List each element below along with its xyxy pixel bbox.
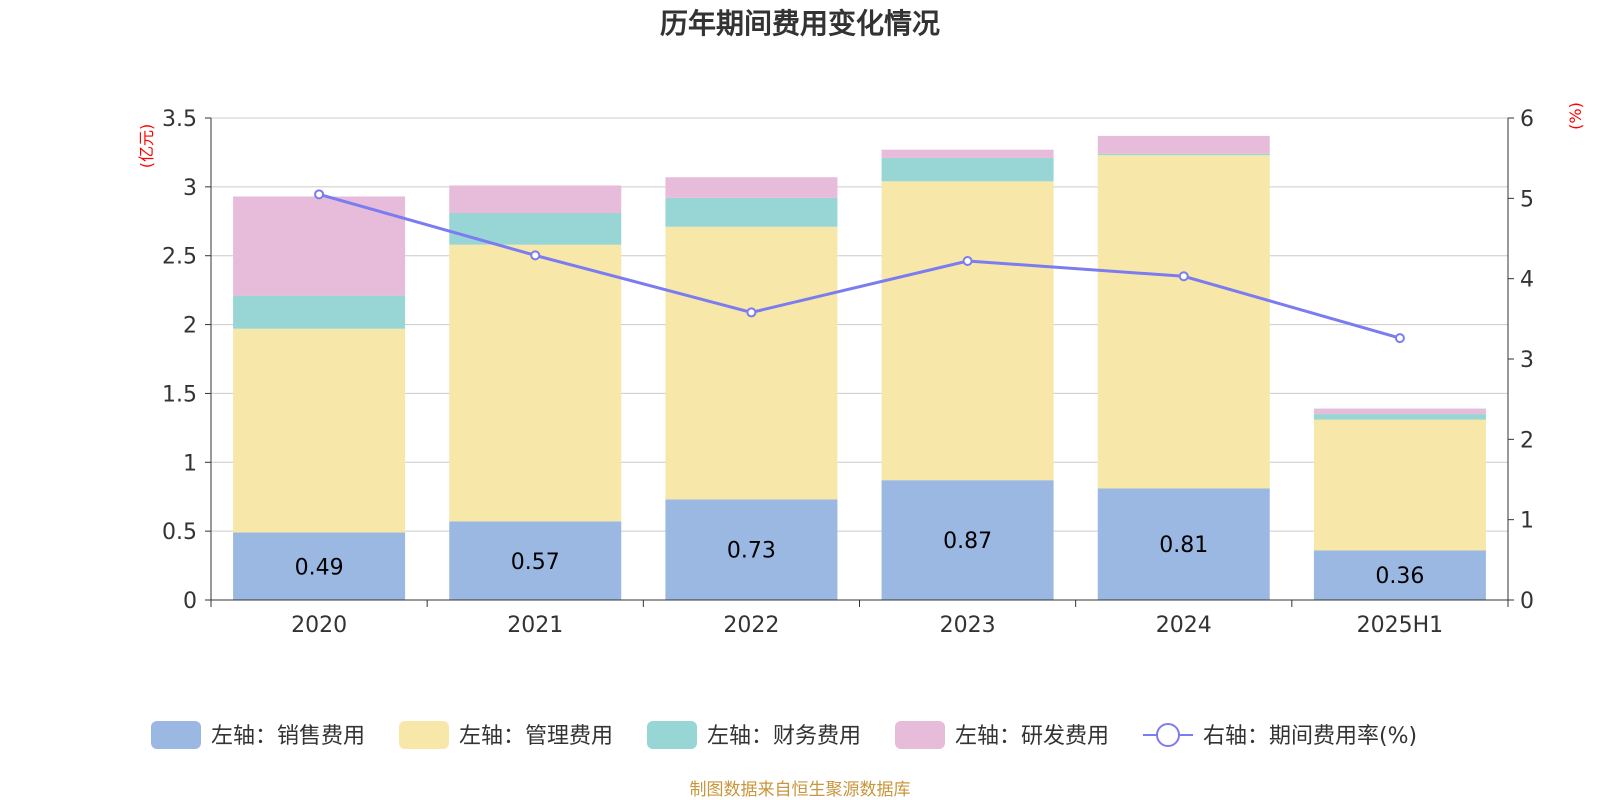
right-axis-tick-label: 5 [1520,187,1534,212]
bar-segment [449,213,622,245]
rate-point [530,250,541,261]
bar-segment [881,157,1054,182]
data-labels: 0.49 0.57 0.73 0.87 0.81 0.36 [295,529,1425,589]
bar-segment [1097,135,1270,154]
right-axis-tick-label: 0 [1520,589,1534,614]
left-axis-unit: (亿元) [137,124,156,169]
left-axis-tick-label: 3 [183,176,197,201]
x-axis-tick-label: 2022 [723,613,779,638]
legend-swatch [895,721,945,749]
bar-segment [233,295,406,329]
x-axis-tick-label: 2020 [291,613,347,638]
bar-segment [665,226,838,500]
rate-point [962,255,973,266]
x-axis-tick-label: 2021 [507,613,563,638]
bar-segment [1097,488,1270,600]
bar-segment [1097,153,1270,156]
legend-label: 左轴：财务费用 [707,724,861,749]
bar-segment [881,149,1054,158]
data-label: 0.57 [511,550,560,575]
left-axis-tick-label: 1 [183,451,197,476]
rate-line [314,189,1405,344]
bar-segment [665,499,838,600]
bar-segment [1313,550,1486,600]
gridlines [211,117,1508,532]
chart-title: 历年期间费用变化情况 [660,7,940,40]
data-label: 0.49 [295,555,344,580]
legend-swatch [151,721,201,749]
legend-label: 右轴：期间费用率(%) [1203,724,1417,749]
bar-segment [233,532,406,600]
right-axis-tick-label: 3 [1520,348,1534,373]
bar-segment [1313,414,1486,420]
bar-segment [1097,155,1270,489]
x-axis-tick-label: 2023 [940,613,996,638]
legend-swatch [647,721,697,749]
source-note: 制图数据来自恒生聚源数据库 [690,780,911,800]
left-axis-tick-label: 0.5 [162,520,197,545]
rate-point [1394,333,1405,344]
bar-segment [233,196,406,296]
bar-segment [449,521,622,600]
x-axis-tick-label: 2024 [1156,613,1212,638]
bars [233,135,1486,600]
right-axis-tick-label: 4 [1520,268,1534,293]
legend-label: 左轴：研发费用 [955,724,1109,749]
bar-segment [449,185,622,214]
left-axis-tick-label: 2.5 [162,245,197,270]
rate-point [314,189,325,200]
legend-swatch [399,721,449,749]
bar-segment [665,177,838,198]
rate-point [1178,271,1189,282]
bar-segment [881,181,1054,481]
legend-label: 左轴：销售费用 [211,724,365,749]
bar-segment [449,244,622,522]
bar-segment [881,480,1054,600]
legend-marker [1156,723,1180,747]
rate-line-path [318,192,1401,340]
data-label: 0.87 [943,529,992,554]
right-axis-tick-label: 1 [1520,509,1534,534]
left-axis-tick-label: 3.5 [162,107,197,132]
right-axis-tick-label: 6 [1520,107,1534,132]
left-axis-tick-label: 2 [183,314,197,339]
bar-segment [665,197,838,227]
data-label: 0.36 [1375,564,1424,589]
legend: 左轴：销售费用 左轴：管理费用 左轴：财务费用 左轴：研发费用 右轴：期间费用率(%) [151,721,1417,749]
rate-point [746,307,757,318]
data-label: 0.73 [727,539,776,564]
right-axis-unit: (%) [1566,102,1585,130]
x-axis-tick-label: 2025H1 [1357,613,1444,638]
bar-segment [1313,419,1486,551]
right-axis-tick-label: 2 [1520,428,1534,453]
data-label: 0.81 [1159,533,1208,558]
bar-segment [233,328,406,533]
left-axis-tick-label: 1.5 [162,382,197,407]
legend-label: 左轴：管理费用 [459,724,613,749]
left-axis-tick-label: 0 [183,589,197,614]
bar-segment [1313,408,1486,415]
axes: 0 0.5 1 1.5 2 2.5 3 3.5 0 1 2 3 4 5 6 2020 2021 2022 2023 2… [162,107,1534,638]
